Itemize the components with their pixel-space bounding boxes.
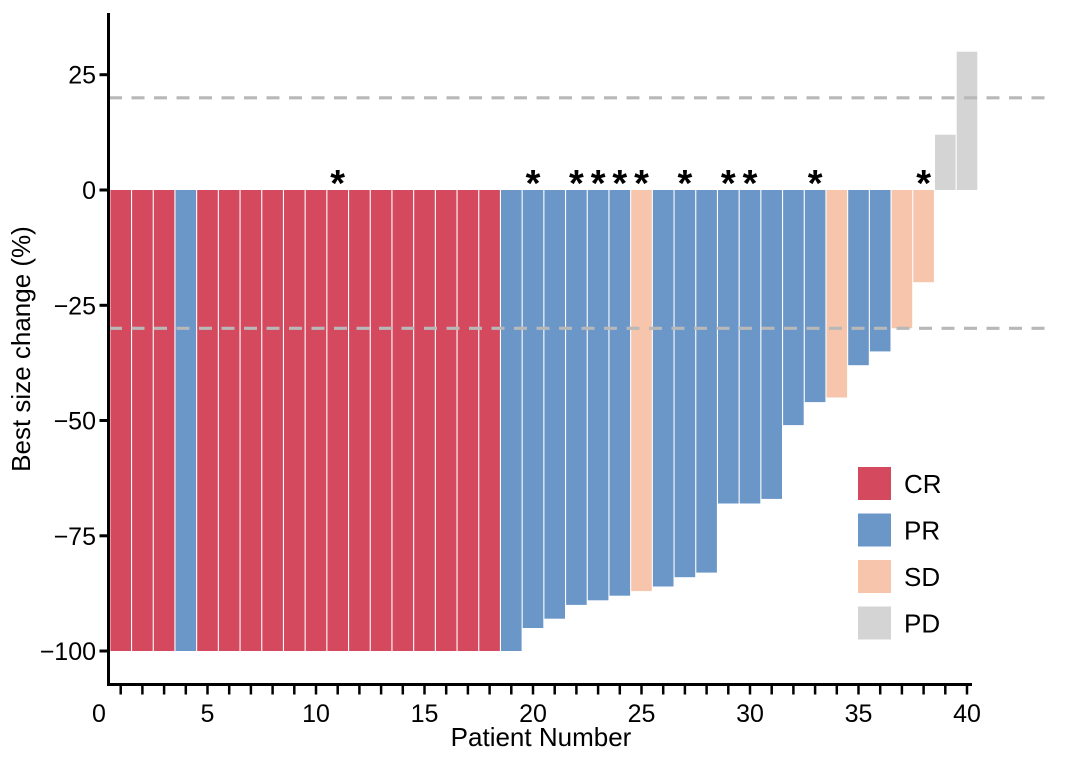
bar-patient-9 [284, 190, 305, 651]
legend-swatch-pr [858, 513, 891, 547]
bar-patient-22 [566, 190, 587, 605]
bar-patient-8 [262, 190, 283, 651]
asterisk-patient-33: * [808, 163, 823, 205]
x-tick-label-25: 25 [628, 700, 656, 728]
bar-patient-14 [392, 190, 414, 651]
bar-patient-27 [674, 190, 696, 578]
bar-patient-6 [218, 190, 240, 651]
asterisk-patient-23: * [591, 163, 606, 205]
bar-patient-19 [501, 190, 522, 651]
bar-patient-31 [761, 190, 782, 499]
asterisk-patient-11: * [330, 163, 345, 205]
asterisk-patient-22: * [569, 163, 584, 205]
bar-patient-37 [891, 190, 913, 329]
asterisk-patient-20: * [526, 163, 541, 205]
y-tick-label-25: 25 [68, 62, 96, 90]
y-tick-label-0: 0 [82, 177, 96, 205]
bar-patient-29 [718, 190, 739, 504]
bar-patient-12 [349, 190, 370, 651]
x-tick-label-35: 35 [845, 700, 873, 728]
x-tick-label-40: 40 [953, 700, 981, 728]
bar-patient-40 [956, 51, 978, 191]
bar-patient-15 [414, 190, 435, 651]
bar-patient-11 [327, 190, 348, 651]
y-tick-label--75: −75 [54, 523, 96, 551]
legend-swatch-pd [858, 606, 891, 640]
asterisk-patient-30: * [743, 163, 758, 205]
bar-patient-16 [435, 190, 457, 651]
bar-patient-25 [631, 190, 652, 592]
bar-patient-18 [479, 190, 500, 651]
bar-patient-3 [153, 190, 175, 651]
bar-patient-7 [240, 190, 262, 651]
tick-labels-group: 25 0 −25 −50 −75 −100 0 5 10 15 20 25 30 35 40 [40, 62, 981, 728]
ticks-group [99, 73, 969, 695]
bar-patient-33 [804, 190, 826, 403]
x-tick-label-5: 5 [201, 700, 215, 728]
bar-patient-20 [522, 190, 544, 628]
legend-swatch-sd [858, 560, 891, 593]
y-tick-label--100: −100 [40, 638, 96, 666]
bar-patient-39 [935, 134, 956, 190]
asterisk-patient-29: * [721, 163, 736, 205]
bar-patient-34 [826, 190, 848, 398]
bar-patient-4 [175, 190, 197, 651]
x-tick-label-20: 20 [519, 700, 547, 728]
bar-patient-26 [652, 190, 674, 587]
y-tick-label--50: −50 [54, 408, 96, 436]
bar-patient-21 [544, 190, 565, 619]
bar-patient-10 [305, 190, 327, 651]
bar-patient-28 [696, 190, 717, 573]
legend-label-sd: SD [904, 562, 940, 592]
x-tick-label-10: 10 [302, 700, 330, 728]
legend-swatch-cr [858, 467, 891, 500]
bar-patient-24 [609, 190, 631, 596]
bar-patient-2 [132, 190, 153, 651]
bar-patient-5 [197, 190, 218, 651]
axes-group [107, 13, 972, 686]
legend-label-pd: PD [904, 609, 940, 639]
bar-patient-36 [869, 190, 891, 352]
asterisk-patient-25: * [634, 163, 649, 205]
bar-patient-23 [587, 190, 609, 601]
asterisk-patient-24: * [612, 163, 627, 205]
legend: CR PR SD PD [858, 467, 942, 640]
x-tick-label-30: 30 [736, 700, 764, 728]
x-axis-title: Patient Number [451, 722, 632, 752]
y-tick-label--25: −25 [54, 292, 96, 320]
bar-patient-35 [848, 190, 869, 366]
legend-label-pr: PR [904, 516, 940, 546]
bars-group [110, 51, 978, 651]
asterisks-group: * * * * * * * * * * * [330, 163, 931, 205]
legend-label-cr: CR [904, 469, 942, 499]
bar-patient-38 [913, 190, 934, 283]
asterisk-patient-27: * [678, 163, 693, 205]
y-axis-title: Best size change (%) [6, 226, 36, 472]
bar-patient-17 [457, 190, 479, 651]
bar-patient-1 [110, 190, 131, 651]
bar-patient-30 [739, 190, 761, 504]
x-tick-label-15: 15 [411, 700, 439, 728]
bar-patient-32 [783, 190, 804, 426]
asterisk-patient-38: * [916, 163, 931, 205]
bar-patient-13 [370, 190, 392, 651]
x-tick-label-0: 0 [92, 700, 106, 728]
